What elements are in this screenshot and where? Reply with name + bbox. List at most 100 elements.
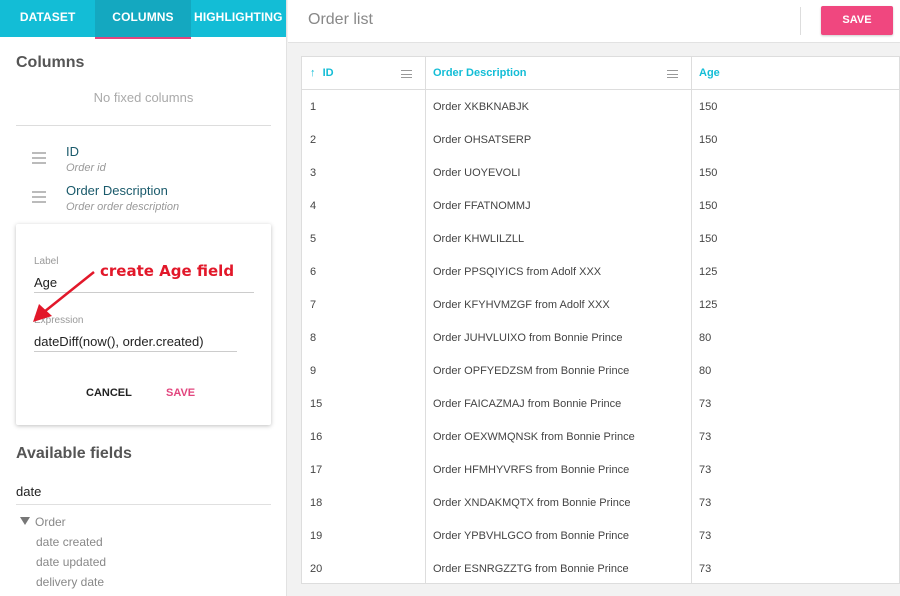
cell-id: 2 xyxy=(310,134,317,146)
cell-id: 19 xyxy=(310,530,323,542)
cell-order-description: Order FAICAZMAJ from Bonnie Prince xyxy=(433,398,622,410)
cell-age: 73 xyxy=(699,398,712,410)
cell-id: 18 xyxy=(310,497,323,509)
column-editor-card: Label Age Expression dateDiff(now(), ord… xyxy=(16,224,271,425)
cell-order-description: Order PPSQIYICS from Adolf XXX xyxy=(433,266,602,278)
cell-id: 6 xyxy=(310,266,317,278)
header-divider xyxy=(800,7,801,35)
cell-age: 73 xyxy=(699,497,712,509)
sidebar-tabs: DATASET COLUMNS HIGHLIGHTING xyxy=(0,0,286,39)
cell-age: 150 xyxy=(699,167,718,179)
cell-age: 80 xyxy=(699,365,712,377)
table-row[interactable]: 2 Order OHSATSERP 150 xyxy=(302,124,899,157)
column-header-order-description[interactable]: Order Description xyxy=(425,57,691,90)
column-header-label: Age xyxy=(699,67,720,79)
column-item-id[interactable]: ID Order id xyxy=(32,144,272,180)
tree-item-date-created[interactable]: date created xyxy=(36,535,103,549)
column-menu-icon[interactable] xyxy=(401,70,412,78)
table-row[interactable]: 3 Order UOYEVOLI 150 xyxy=(302,157,899,190)
cell-order-description: Order XKBKNABJK xyxy=(433,101,529,113)
columns-title: Columns xyxy=(16,54,85,71)
table-row[interactable]: 17 Order HFMHYVRFS from Bonnie Prince 73 xyxy=(302,454,899,487)
cell-id: 9 xyxy=(310,365,317,377)
cell-order-description: Order OEXWMQNSK from Bonnie Prince xyxy=(433,431,635,443)
table-row[interactable]: 8 Order JUHVLUIXO from Bonnie Prince 80 xyxy=(302,322,899,355)
table-row[interactable]: 15 Order FAICAZMAJ from Bonnie Prince 73 xyxy=(302,388,899,421)
table-row[interactable]: 9 Order OPFYEDZSM from Bonnie Prince 80 xyxy=(302,355,899,388)
column-header-age[interactable]: Age xyxy=(691,57,899,90)
drag-handle-icon[interactable] xyxy=(32,152,46,164)
table-row[interactable]: 16 Order OEXWMQNSK from Bonnie Prince 73 xyxy=(302,421,899,454)
cell-age: 150 xyxy=(699,134,718,146)
tab-dataset[interactable]: DATASET xyxy=(19,10,76,24)
cell-order-description: Order JUHVLUIXO from Bonnie Prince xyxy=(433,332,623,344)
tree-item-delivery-date[interactable]: delivery date xyxy=(36,575,105,589)
cell-age: 125 xyxy=(699,266,718,278)
label-input-underline xyxy=(34,292,254,293)
cell-order-description: Order OPFYEDZSM from Bonnie Prince xyxy=(433,365,630,377)
field-filter-input[interactable]: date xyxy=(16,484,271,505)
table-row[interactable]: 18 Order XNDAKMQTX from Bonnie Prince 73 xyxy=(302,487,899,520)
cell-age: 73 xyxy=(699,563,712,575)
table-row[interactable]: 7 Order KFYHVMZGF from Adolf XXX 125 xyxy=(302,289,899,322)
table-row[interactable]: 6 Order PPSQIYICS from Adolf XXX 125 xyxy=(302,256,899,289)
table-row[interactable]: 20 Order ESNRGZZTG from Bonnie Prince 73 xyxy=(302,553,899,583)
cell-id: 5 xyxy=(310,233,317,245)
cell-order-description: Order XNDAKMQTX from Bonnie Prince xyxy=(433,497,631,509)
cell-id: 20 xyxy=(310,563,323,575)
cell-order-description: Order OHSATSERP xyxy=(433,134,532,146)
table-row[interactable]: 19 Order YPBVHLGCO from Bonnie Prince 73 xyxy=(302,520,899,553)
column-header-label: Order Description xyxy=(433,67,527,79)
label-input[interactable]: Age xyxy=(34,275,58,290)
sidebar: DATASET COLUMNS HIGHLIGHTING Columns No … xyxy=(0,0,287,596)
cell-order-description: Order KHWLILZLL xyxy=(433,233,525,245)
column-name: Order Description xyxy=(66,183,168,198)
expression-input[interactable]: dateDiff(now(), order.created) xyxy=(34,334,204,349)
table-row[interactable]: 4 Order FFATNOMMJ 150 xyxy=(302,190,899,223)
column-divider xyxy=(425,57,426,583)
cell-age: 125 xyxy=(699,299,718,311)
cell-age: 73 xyxy=(699,464,712,476)
cancel-button[interactable]: CANCEL xyxy=(86,387,132,399)
column-menu-icon[interactable] xyxy=(667,70,678,78)
cell-order-description: Order HFMHYVRFS from Bonnie Prince xyxy=(433,464,630,476)
page-title: Order list xyxy=(308,11,373,28)
cell-age: 73 xyxy=(699,431,712,443)
cell-age: 150 xyxy=(699,101,718,113)
tree-item-date-updated[interactable]: date updated xyxy=(36,555,107,569)
cell-age: 73 xyxy=(699,530,712,542)
cell-id: 3 xyxy=(310,167,317,179)
cell-id: 1 xyxy=(310,101,317,113)
column-description: Order order description xyxy=(66,201,180,213)
save-column-button[interactable]: SAVE xyxy=(166,387,196,399)
column-item-order-description[interactable]: Order Description Order order descriptio… xyxy=(32,183,272,219)
expression-caption: Expression xyxy=(34,315,84,326)
cell-id: 8 xyxy=(310,332,317,344)
cell-age: 150 xyxy=(699,233,718,245)
column-name: ID xyxy=(66,144,79,159)
cell-id: 7 xyxy=(310,299,317,311)
cell-order-description: Order KFYHVMZGF from Adolf XXX xyxy=(433,299,610,311)
tree-group-label: Order xyxy=(35,515,66,529)
cell-age: 80 xyxy=(699,332,712,344)
table-row[interactable]: 1 Order XKBKNABJK 150 xyxy=(302,91,899,124)
column-description: Order id xyxy=(66,162,106,174)
save-button[interactable]: SAVE xyxy=(821,6,893,35)
caret-down-icon[interactable] xyxy=(20,517,30,525)
table-row[interactable]: 5 Order KHWLILZLL 150 xyxy=(302,223,899,256)
cell-id: 17 xyxy=(310,464,323,476)
column-header-id[interactable]: ↑ ID xyxy=(302,57,425,90)
column-divider xyxy=(691,57,692,583)
column-header-label: ID xyxy=(322,67,334,79)
tree-group-order[interactable]: Order xyxy=(20,515,66,529)
cell-age: 150 xyxy=(699,200,718,212)
tab-columns[interactable]: COLUMNS xyxy=(95,0,191,39)
tab-highlighting[interactable]: HIGHLIGHTING xyxy=(194,10,283,24)
table-header: ↑ ID Order Description Age xyxy=(302,57,899,90)
drag-handle-icon[interactable] xyxy=(32,191,46,203)
order-table: ↑ ID Order Description Age 1 Order XKBKNA… xyxy=(301,56,900,584)
sort-ascending-icon[interactable]: ↑ xyxy=(310,67,316,79)
divider xyxy=(16,125,271,126)
cell-order-description: Order FFATNOMMJ xyxy=(433,200,531,212)
annotation-text: create Age field xyxy=(100,262,235,280)
